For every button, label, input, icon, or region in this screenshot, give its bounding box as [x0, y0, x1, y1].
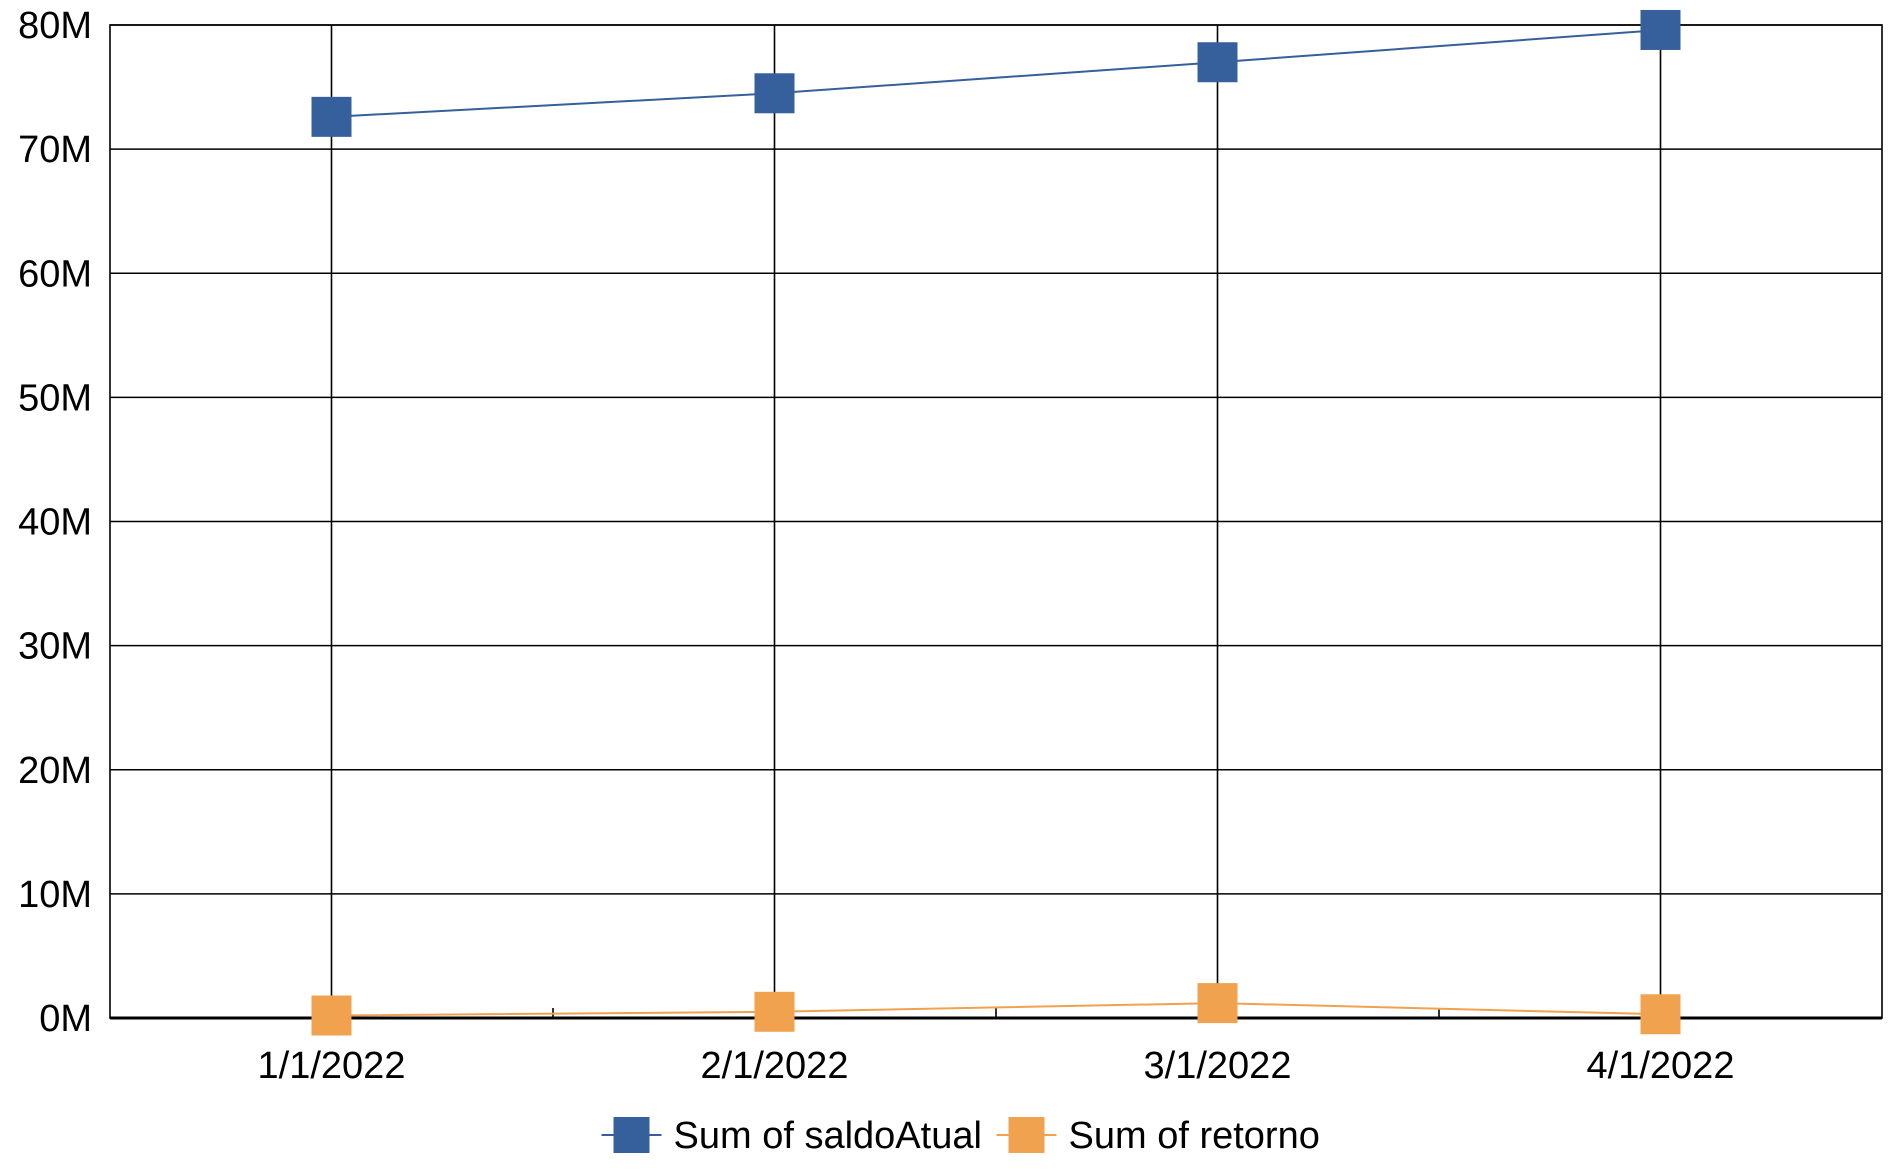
y-tick-label: 40M [18, 502, 92, 544]
legend-label: Sum of retorno [1069, 1115, 1320, 1157]
data-point-marker [311, 995, 352, 1036]
legend: Sum of saldoAtual Sum of retorno [601, 1115, 1320, 1157]
grid-layer [110, 24, 1882, 1019]
y-tick-label: 30M [18, 626, 92, 668]
series-line [331, 28, 1661, 118]
data-point-marker [754, 73, 795, 114]
y-tick-label: 80M [18, 5, 92, 47]
y-tick-label: 10M [18, 874, 92, 916]
data-point-marker [754, 991, 795, 1032]
legend-marker-swatch [613, 1117, 650, 1153]
y-tick-label: 70M [18, 129, 92, 171]
legend-label: Sum of saldoAtual [674, 1115, 982, 1157]
x-tick-label: 1/1/2022 [258, 1045, 406, 1087]
data-point-marker [1197, 42, 1238, 83]
y-tick-label: 20M [18, 750, 92, 792]
data-point-marker [311, 96, 352, 137]
axis-layer: 0M 10M 20M 30M 40M 50M 60M 70M 80M 1/1/2022 2/1/20… [18, 5, 1883, 1087]
y-tick-label: 60M [18, 253, 92, 295]
x-tick-label: 2/1/2022 [701, 1045, 849, 1087]
data-point-marker [1197, 983, 1238, 1024]
y-tick-label: 50M [18, 377, 92, 419]
series-layer [311, 9, 1681, 1036]
x-tick-label: 3/1/2022 [1144, 1045, 1292, 1087]
series-line [331, 1002, 1661, 1017]
x-tick-label: 4/1/2022 [1587, 1045, 1735, 1087]
y-tick-label: 0M [39, 998, 92, 1040]
data-point-marker [1640, 9, 1681, 50]
legend-marker-swatch [1008, 1117, 1045, 1153]
data-point-marker [1640, 994, 1681, 1035]
